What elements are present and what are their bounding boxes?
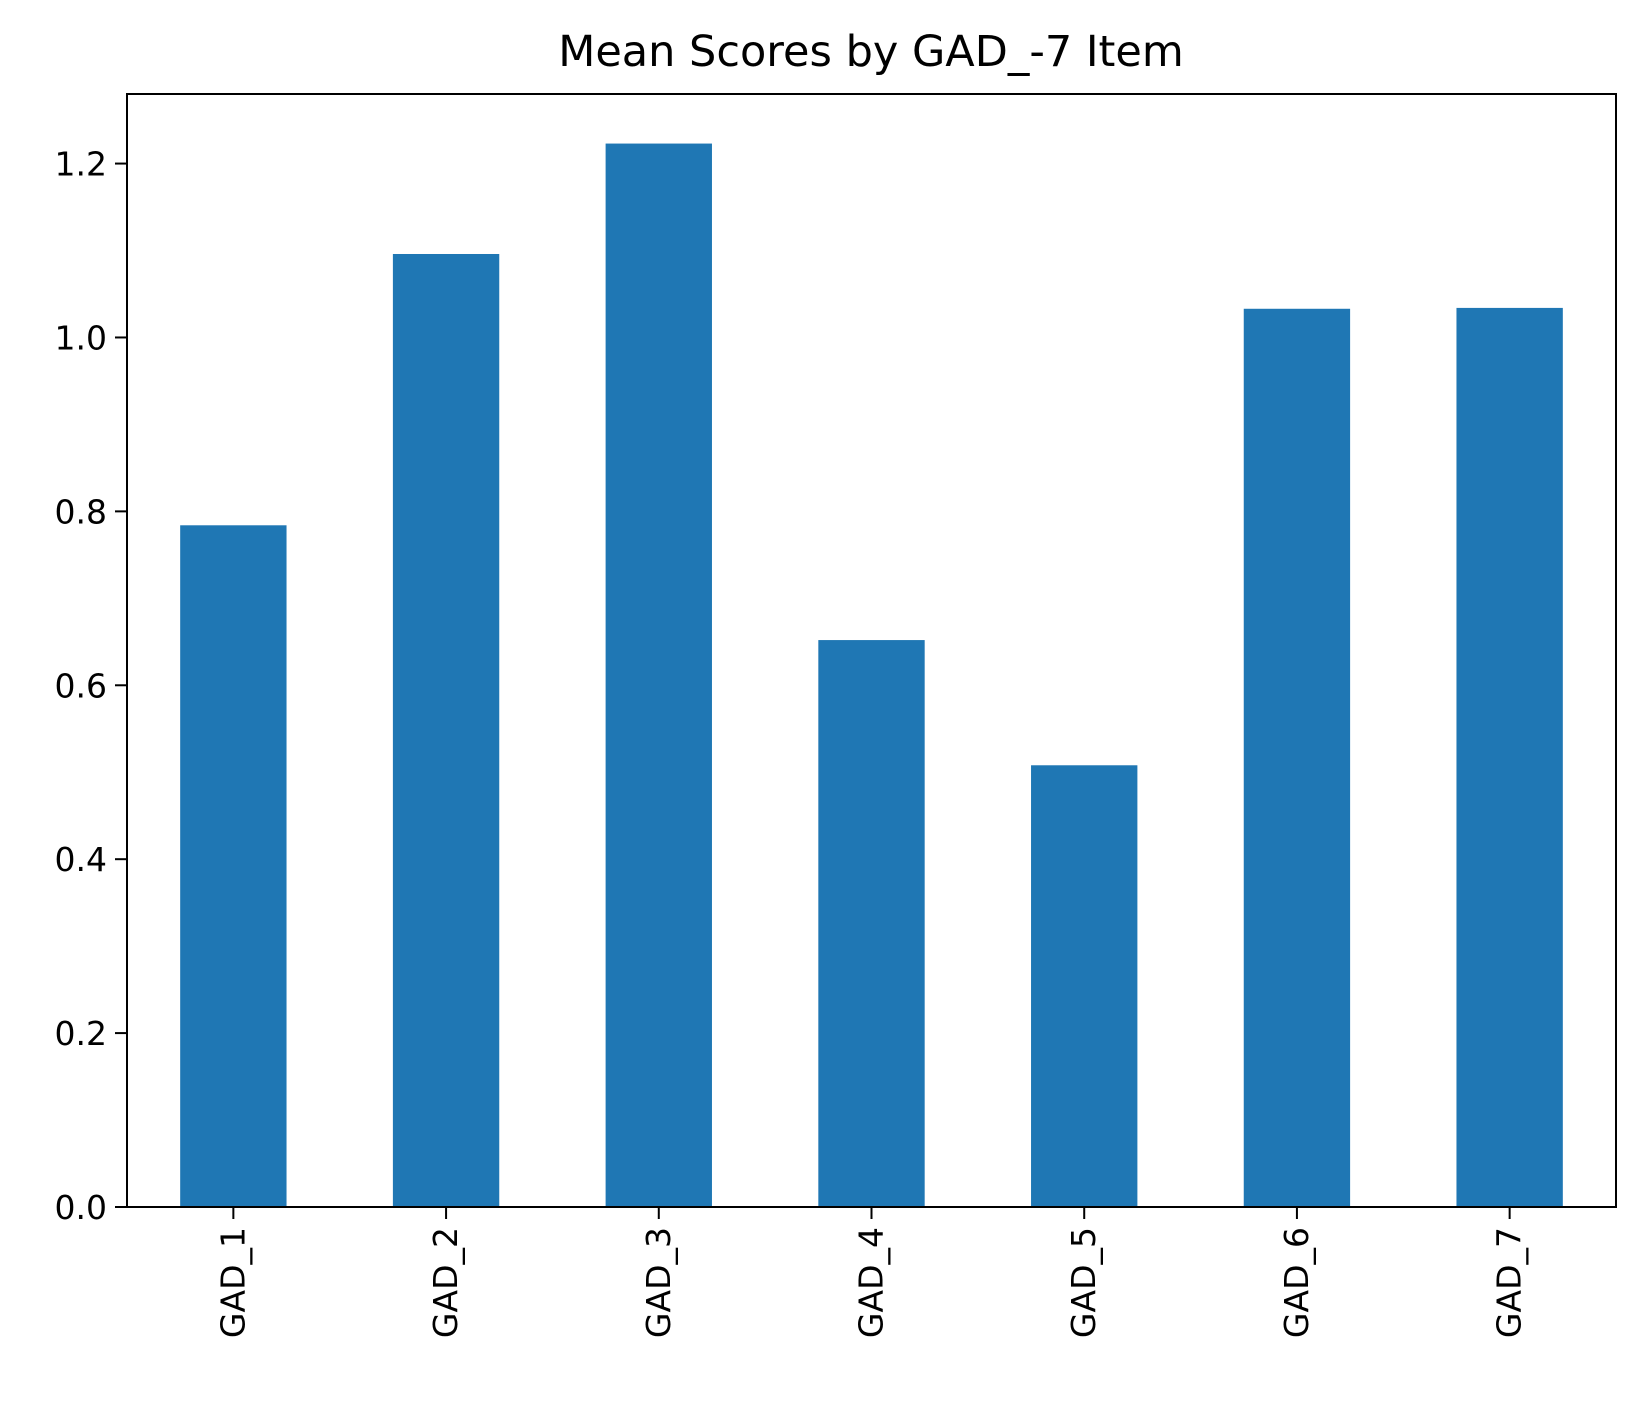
x-tick-label: GAD_2	[426, 1227, 465, 1338]
y-tick-label: 0.4	[55, 840, 107, 879]
bar-gad-5	[1031, 765, 1138, 1207]
x-tick-label: GAD_6	[1277, 1227, 1316, 1338]
chart-title: Mean Scores by GAD_-7 Item	[558, 27, 1184, 77]
x-tick-label: GAD_5	[1064, 1227, 1103, 1338]
y-tick-label: 0.0	[55, 1188, 107, 1227]
x-tick-label: GAD_4	[852, 1227, 891, 1338]
bar-gad-1	[180, 525, 287, 1207]
y-axis: 0.0 0.2 0.4 0.6 0.8 1.0 1.2	[55, 145, 127, 1227]
x-axis: GAD_1 GAD_2 GAD_3 GAD_4 GAD_5 GAD_6 GAD_7	[213, 1207, 1529, 1338]
bar-gad-6	[1243, 308, 1351, 1207]
plot-frame	[126, 93, 1617, 1208]
bar-gad-2	[392, 253, 500, 1207]
x-tick-label: GAD_1	[213, 1227, 252, 1338]
y-tick-label: 0.2	[55, 1014, 107, 1053]
bar-gad-7	[1456, 307, 1563, 1208]
bars-group	[180, 143, 1563, 1208]
y-tick-label: 1.2	[55, 145, 107, 184]
y-tick-label: 0.8	[55, 492, 107, 531]
bar-gad-3	[605, 143, 712, 1208]
x-tick-label: GAD_7	[1490, 1227, 1529, 1338]
y-tick-label: 0.6	[55, 666, 107, 705]
bar-gad-4	[818, 640, 925, 1207]
x-tick-label: GAD_3	[639, 1227, 678, 1338]
y-tick-label: 1.0	[55, 318, 107, 357]
